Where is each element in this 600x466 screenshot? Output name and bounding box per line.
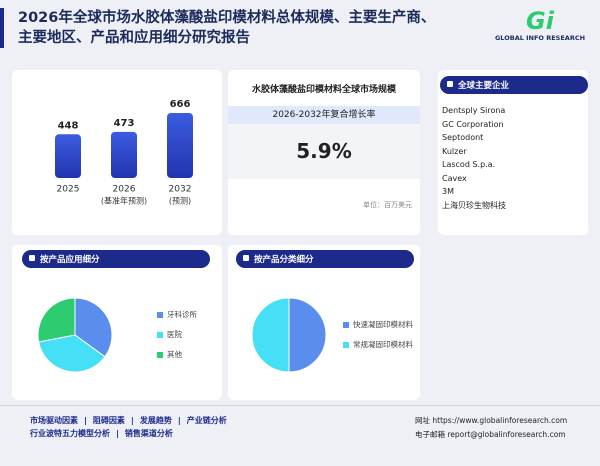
company-card: 全球主要企业 Dentsply Sirona GC Corporation Sept… [438, 70, 588, 235]
link-row: 行业波特五力模型分析销售渠道分析 [30, 427, 227, 440]
legend-label: 快速凝固印模材料 [353, 319, 413, 329]
legend-label: 牙科诊所 [167, 309, 197, 319]
cagr-value: 5.9% [228, 124, 420, 179]
pie-slice [38, 334, 106, 373]
value-label: 448 [58, 120, 79, 131]
email: report@globalinforesearch.com [447, 430, 566, 439]
value-label: 666 [170, 99, 191, 110]
unit: 单位：百万美元 [363, 201, 412, 209]
company: 上海贝珍生物科技 [442, 200, 506, 210]
market-card: 水胶体藻酸盐印模材料全球市场规模 2026-2032年复合增长率 5.9% 单位… [228, 70, 420, 235]
pie2-card: 按产品分类细分 快速凝固印模材料 常规凝固印模材料 [228, 245, 420, 400]
legend-swatch [157, 332, 163, 338]
company: Cavex [442, 173, 467, 183]
category-label: 2032 [169, 185, 192, 195]
footer-link: 行业波特五力模型分析 [30, 429, 110, 438]
legend-swatch [343, 342, 349, 348]
logo-mark: Gi [526, 7, 554, 35]
footer-links: 市场驱动因素阻碍因素发展趋势产业链分析 行业波特五力模型分析销售渠道分析 [30, 414, 227, 440]
email-row: 电子邮箱 report@globalinforesearch.com [415, 428, 567, 442]
company: Dentsply Sirona [442, 106, 506, 115]
cagr-label: 2026-2032年复合增长率 [228, 106, 420, 124]
report-title: 2026年全球市场水胶体藻酸盐印模材料总体规模、主要生产商、主要地区、产品和应用… [18, 10, 436, 46]
bar-chart: 448 2025 473 2026(基准年预测) 666 2032(预测) [55, 99, 193, 206]
legend-label: 其他 [167, 349, 182, 359]
legend-label: 医院 [167, 329, 182, 339]
pie1-card: 按产品应用细分 牙科诊所医院其他 [12, 245, 222, 400]
legend-label: 常规凝固印模材料 [353, 339, 413, 349]
footer-link: 产业链分析 [172, 416, 227, 425]
website-row: 网址 https://www.globalinforesearch.com [415, 414, 567, 428]
title-accent [0, 8, 4, 48]
category-label: 2026 [113, 185, 136, 195]
company: Septodont [442, 133, 484, 142]
category-note: (预测) [169, 196, 191, 206]
footer-link: 阻碍因素 [78, 416, 125, 425]
company: 3M [442, 187, 454, 196]
pie-slice [288, 297, 327, 373]
bar [55, 134, 81, 178]
footer-link: 发展趋势 [125, 416, 172, 425]
category-note: (基准年预测) [101, 196, 147, 206]
bar-card: 448 2025 473 2026 (基准年预测) 666 2032 (预测) [12, 70, 222, 235]
legend-swatch [343, 322, 349, 328]
pie-slice [37, 297, 76, 343]
company-list: Dentsply Sirona GC Corporation Septodont Ku… [442, 104, 506, 212]
company: Lascod S.p.a. [442, 160, 496, 169]
market-title: 水胶体藻酸盐印模材料全球市场规模 [251, 85, 396, 95]
pie-slice [74, 297, 113, 358]
bar [167, 113, 193, 178]
category-label: 2025 [57, 185, 80, 195]
bar [111, 131, 137, 178]
footer-link: 销售渠道分析 [110, 429, 173, 438]
value-label: 473 [114, 118, 135, 129]
pie2-header: 按产品分类细分 [236, 250, 414, 268]
pie-slice [251, 297, 290, 373]
legend-swatch [157, 352, 163, 358]
contact: 网址 https://www.globalinforesearch.com 电子… [415, 414, 567, 442]
email-label: 电子邮箱 [415, 430, 445, 439]
footer-link: 市场驱动因素 [30, 416, 78, 425]
website-label: 网址 [415, 416, 430, 425]
link-row: 市场驱动因素阻碍因素发展趋势产业链分析 [30, 414, 227, 427]
logo: Gi GLOBAL INFO RESEARCH [490, 8, 590, 42]
footer-rule [0, 405, 600, 406]
logo-text: GLOBAL INFO RESEARCH [494, 34, 586, 42]
company: GC Corporation [442, 119, 504, 129]
website: https://www.globalinforesearch.com [432, 416, 568, 425]
pie1-header: 按产品应用细分 [22, 250, 210, 268]
legend-swatch [157, 312, 163, 318]
company-header: 全球主要企业 [440, 76, 588, 94]
company: Kulzer [442, 146, 467, 156]
